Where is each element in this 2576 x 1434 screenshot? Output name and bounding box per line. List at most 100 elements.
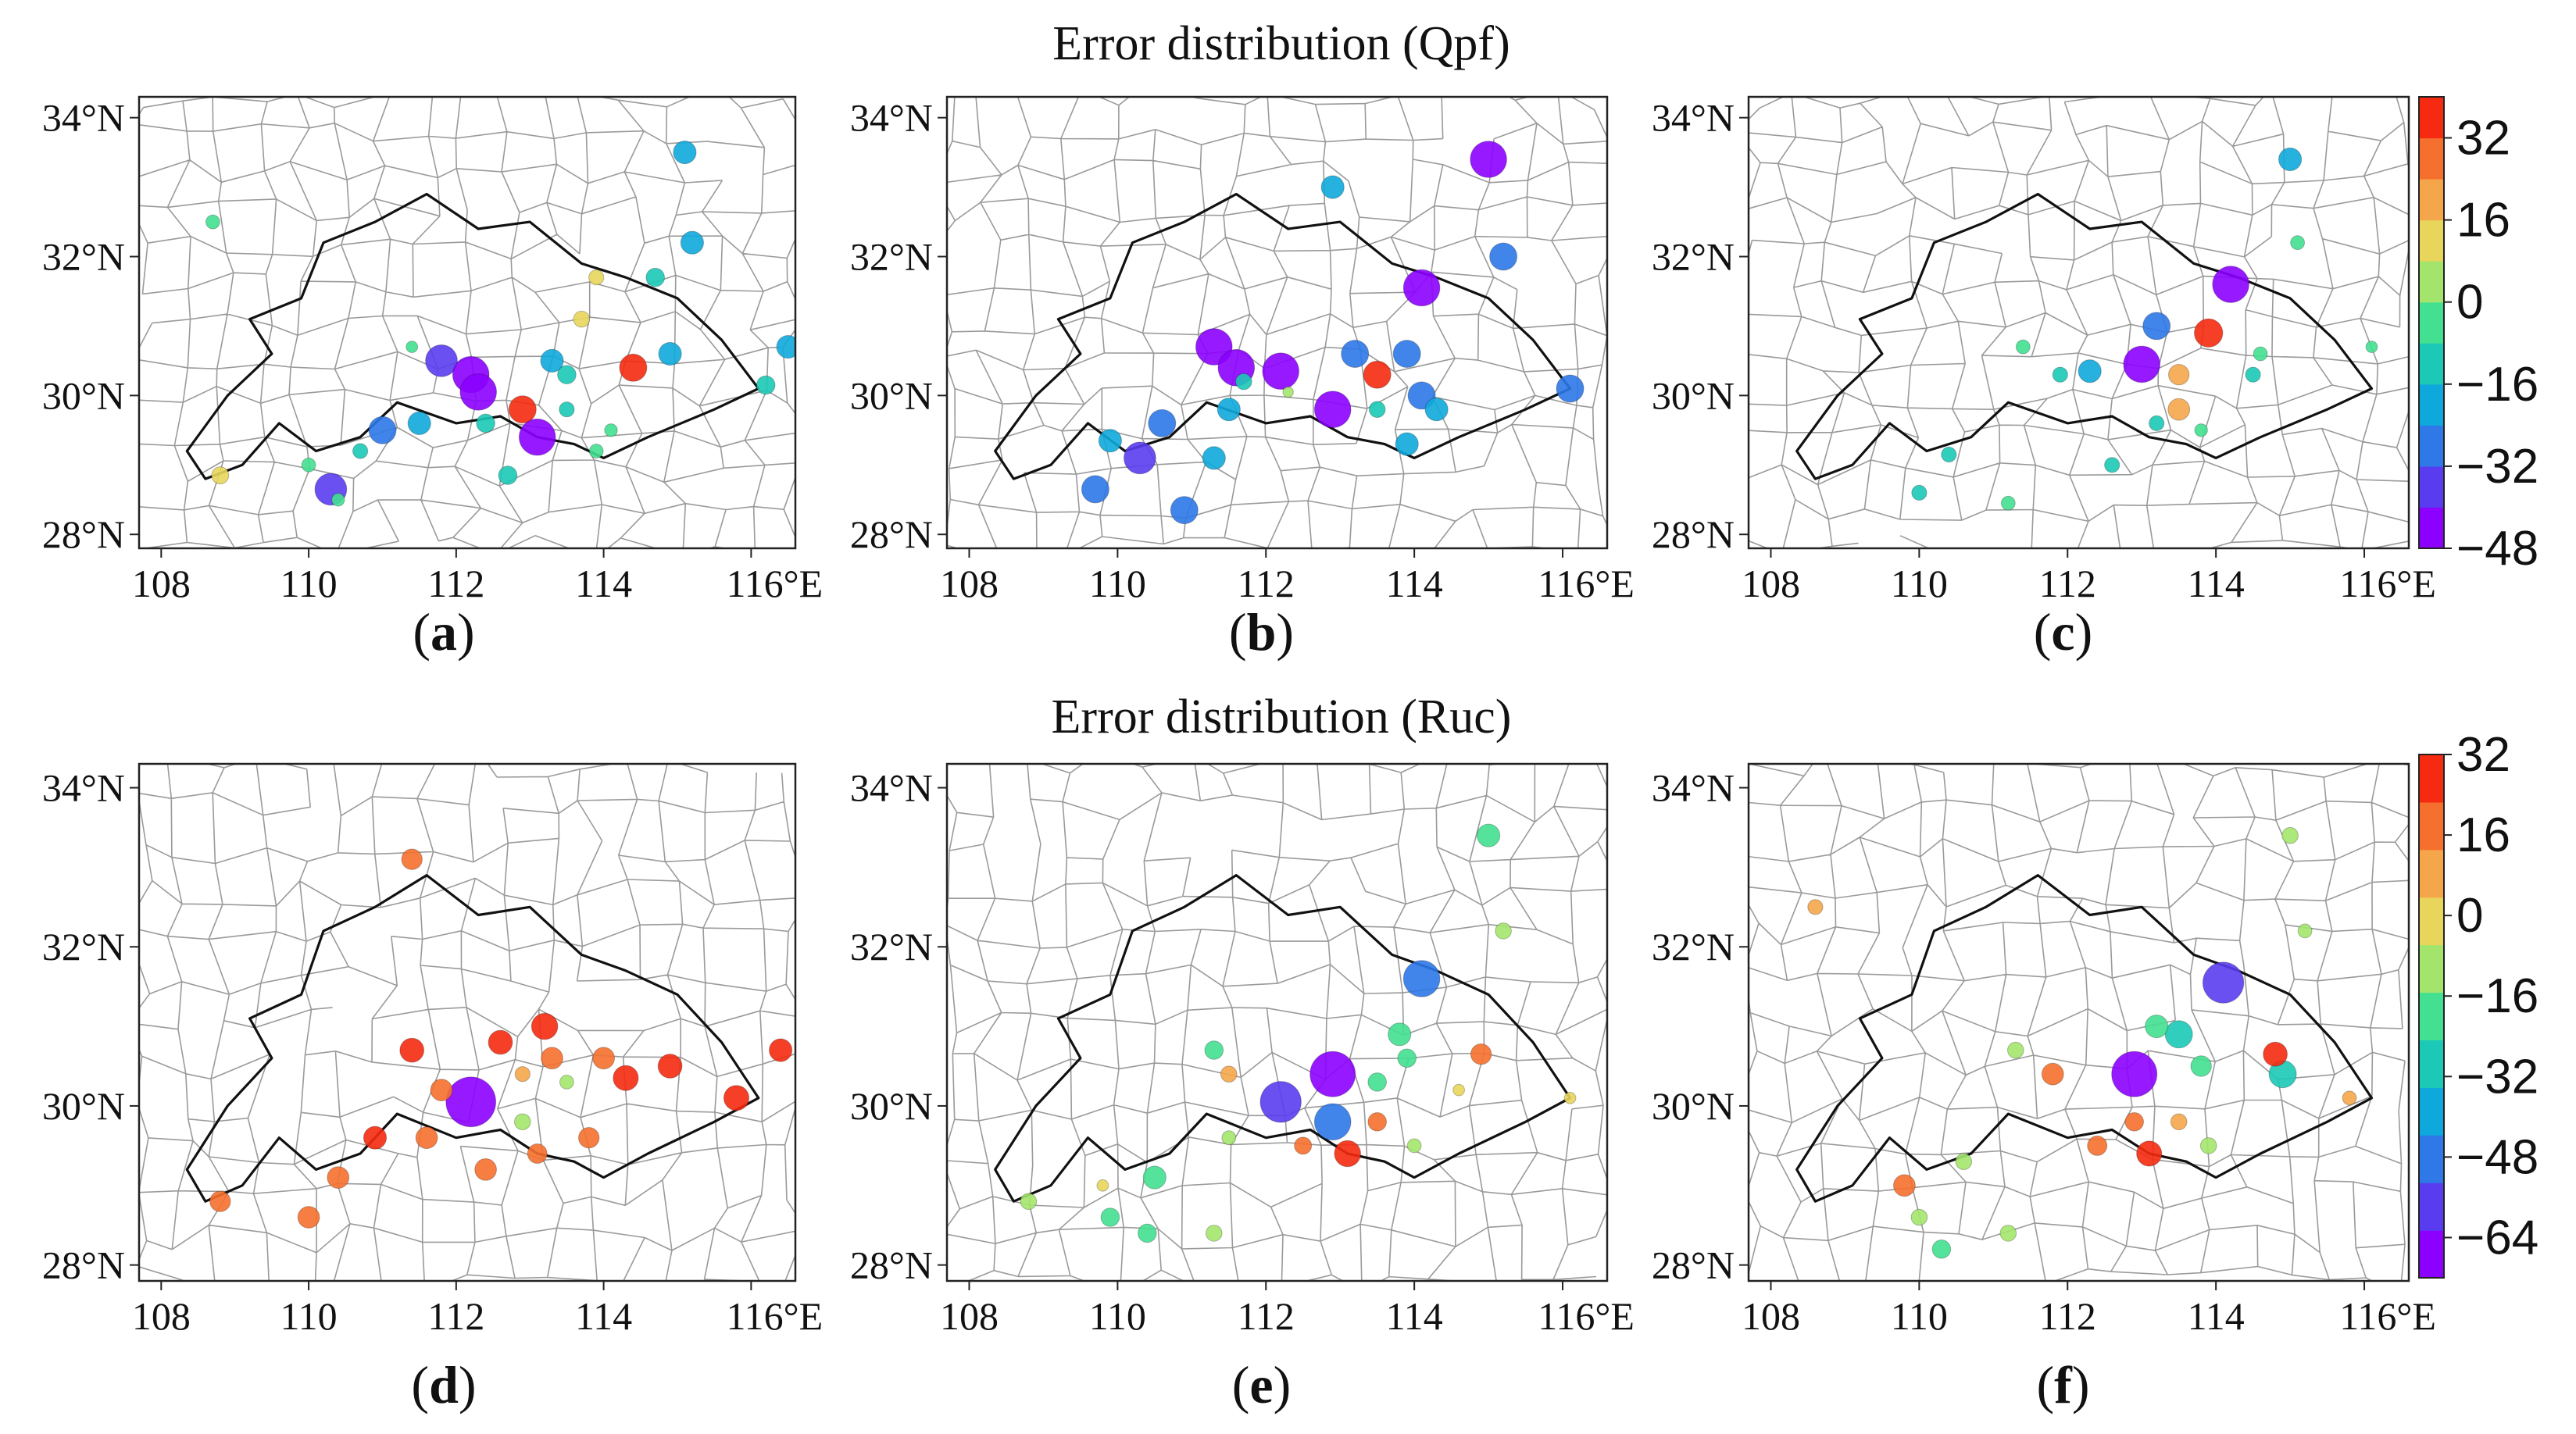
station-error-dot (1931, 1240, 1952, 1259)
colorbar-tick-label: 0 (2456, 889, 2483, 943)
station-error-dot (2104, 457, 2120, 473)
colorbar-segment (2419, 1040, 2444, 1088)
station-error-dot (1388, 1022, 1412, 1047)
station-error-dot (514, 1113, 531, 1131)
station-error-dot (2007, 1041, 2024, 1059)
station-error-dot (604, 423, 618, 437)
x-tick-label: 108 (940, 562, 999, 605)
station-error-dot (1367, 1072, 1387, 1092)
y-tick-label: 32°N (42, 235, 125, 279)
panel-label-d: (d) (411, 1355, 476, 1414)
station-error-dot (476, 413, 495, 433)
station-error-dot (2194, 423, 2208, 437)
colorbar-segment (2419, 97, 2444, 139)
colorbar-tick-label: 32 (2456, 728, 2510, 782)
station-error-dot (2078, 359, 2102, 383)
station-error-dot (459, 373, 498, 411)
station-error-dot (1170, 496, 1199, 525)
colorbar-tick-label: −16 (2456, 358, 2538, 412)
county-boundaries (139, 97, 795, 548)
station-error-dot (1397, 1048, 1417, 1068)
y-tick-label: 32°N (1652, 235, 1735, 279)
station-error-dot (2111, 1051, 2158, 1097)
x-tick-label: 110 (1089, 562, 1146, 605)
colorbar-qpf: 32 16 0 −16 −32 −48 (2418, 96, 2538, 576)
station-error-dot (1489, 242, 1518, 271)
colorbar-segment (2419, 179, 2444, 221)
station-error-dot (1363, 360, 1392, 389)
supertitle-qpf: Error distribution (Qpf) (1052, 17, 1510, 70)
station-error-dot (1368, 401, 1386, 419)
station-error-dot (559, 1075, 574, 1090)
station-error-dot (588, 269, 605, 286)
station-error-dot (1220, 1065, 1238, 1083)
x-tick-label: 116°E (1538, 1294, 1635, 1338)
station-error-dot (209, 1190, 231, 1212)
panel-label-b: (b) (1229, 602, 1294, 662)
station-error-dot (327, 1166, 350, 1189)
station-error-dot (1294, 1136, 1313, 1155)
station-error-dot (407, 411, 431, 436)
station-error-dot (498, 466, 518, 485)
station-error-dot (1217, 398, 1241, 422)
y-tick-label: 30°N (850, 373, 933, 417)
station-error-dot (301, 457, 316, 473)
y-tick-label: 30°N (1652, 373, 1735, 417)
panel-label-c: (c) (2034, 602, 2093, 662)
colorbar-tick-label: −64 (2456, 1211, 2538, 1265)
station-error-dot (2136, 1140, 2163, 1167)
station-error-dot (1807, 899, 1824, 915)
station-error-dot (1142, 1165, 1167, 1190)
station-error-dot (1893, 1174, 1916, 1197)
y-tick-label: 32°N (850, 925, 933, 968)
map-frame (945, 762, 1609, 1282)
x-tick-label: 110 (280, 1294, 338, 1338)
station-error-dot (657, 1054, 683, 1079)
x-tick-label: 114 (2188, 1294, 2245, 1338)
station-error-dot (723, 1085, 750, 1111)
station-error-dot (1259, 1081, 1302, 1123)
station-error-dot (401, 848, 423, 870)
station-error-dot (658, 341, 682, 366)
y-tick-label: 30°N (1652, 1084, 1735, 1128)
colorbar-segment (2419, 897, 2444, 946)
colorbar-segment (2419, 383, 2444, 426)
panel-label-e: (e) (1232, 1355, 1292, 1414)
colorbar-segment (2419, 219, 2444, 262)
station-error-dot (2297, 923, 2313, 939)
station-error-dot (1910, 1208, 1928, 1226)
x-tick-label: 112 (427, 562, 484, 605)
station-error-dot (559, 401, 575, 418)
station-error-dot (1955, 1153, 1973, 1170)
station-error-dot (680, 230, 705, 255)
station-error-dot (2168, 364, 2190, 386)
map-panel-d: 108 110 112 114 116°E 28°N 30°N 32°N 34°N (d) (42, 762, 823, 1414)
station-error-dot (1470, 1043, 1492, 1065)
station-error-dot (769, 1038, 793, 1062)
station-error-dot (211, 466, 230, 485)
colorbar-tick-label: −32 (2456, 440, 2538, 494)
station-error-dot (514, 1066, 531, 1083)
station-error-dot (2202, 961, 2245, 1004)
map-frame (1747, 762, 2410, 1282)
colorbar-tick-label: 16 (2456, 194, 2510, 248)
map-panel-a: 108 110 112 114 116°E 28°N 30°N 32°N 34°N (a) (42, 96, 823, 662)
colorbar-segment (2419, 992, 2444, 1040)
panel-label-a: (a) (413, 602, 474, 662)
colorbar-tick-label: −32 (2456, 1050, 2538, 1104)
x-tick-label: 112 (1238, 1294, 1295, 1338)
station-error-dot (1204, 1040, 1224, 1060)
station-error-dot (1096, 1179, 1109, 1192)
station-error-dot (645, 267, 666, 287)
station-error-dot (399, 1037, 425, 1063)
colorbar-segment (2419, 1087, 2444, 1136)
station-error-dot (508, 395, 537, 424)
station-error-dot (1313, 1103, 1352, 1141)
station-error-dot (430, 1079, 453, 1101)
station-error-dot (2142, 312, 2171, 341)
station-error-dot (1020, 1193, 1038, 1210)
station-error-dot (541, 1047, 563, 1070)
x-tick-label: 112 (427, 1294, 484, 1338)
colorbar-tick-label: −16 (2456, 969, 2538, 1023)
station-error-dot (2212, 266, 2249, 303)
